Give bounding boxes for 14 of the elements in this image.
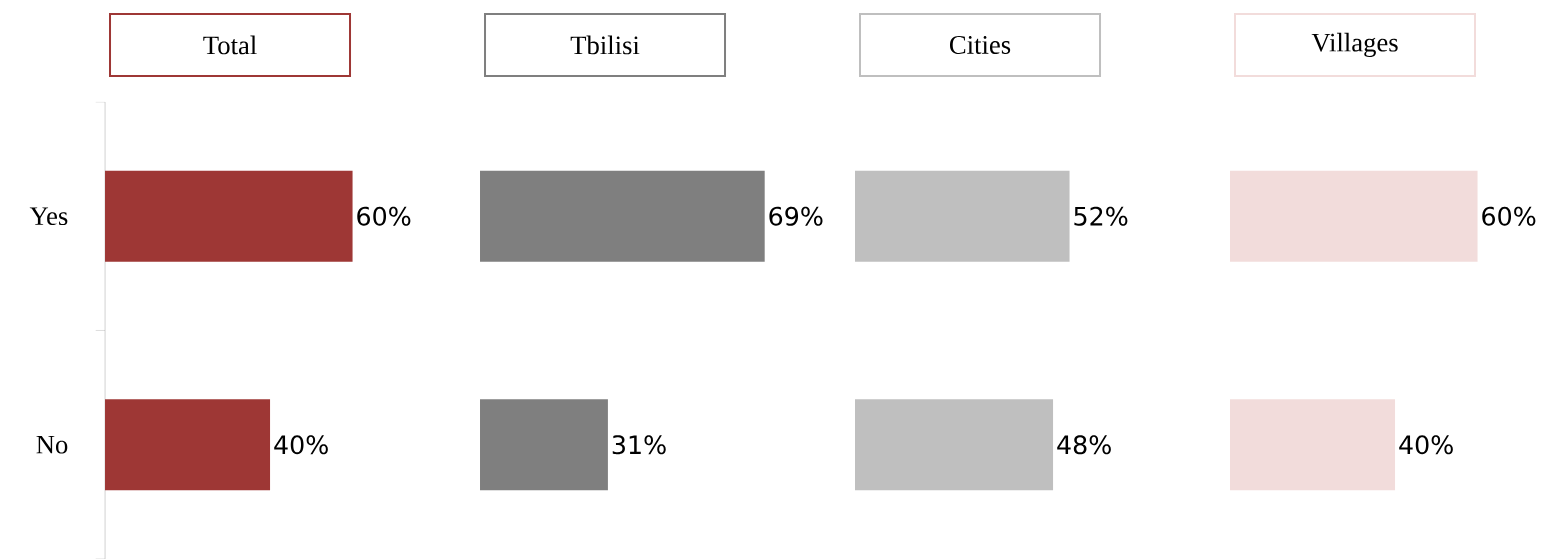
data-label: 31% bbox=[612, 435, 666, 455]
chart-title: Total bbox=[203, 35, 257, 55]
data-label: 60% bbox=[1482, 206, 1536, 226]
data-label: 48% bbox=[1057, 435, 1111, 455]
data-label: 40% bbox=[1399, 435, 1453, 455]
data-label: 40% bbox=[274, 435, 328, 455]
y-tick-label: Yes bbox=[29, 207, 68, 226]
data-label: 69% bbox=[769, 206, 823, 226]
chart-title: Villages bbox=[1311, 32, 1398, 58]
y-tick-label: No bbox=[36, 435, 68, 454]
chart-title: Tbilisi bbox=[570, 35, 640, 55]
data-label: 52% bbox=[1074, 206, 1128, 226]
chart-title: Cities bbox=[949, 36, 1011, 54]
data-label: 60% bbox=[357, 206, 411, 226]
